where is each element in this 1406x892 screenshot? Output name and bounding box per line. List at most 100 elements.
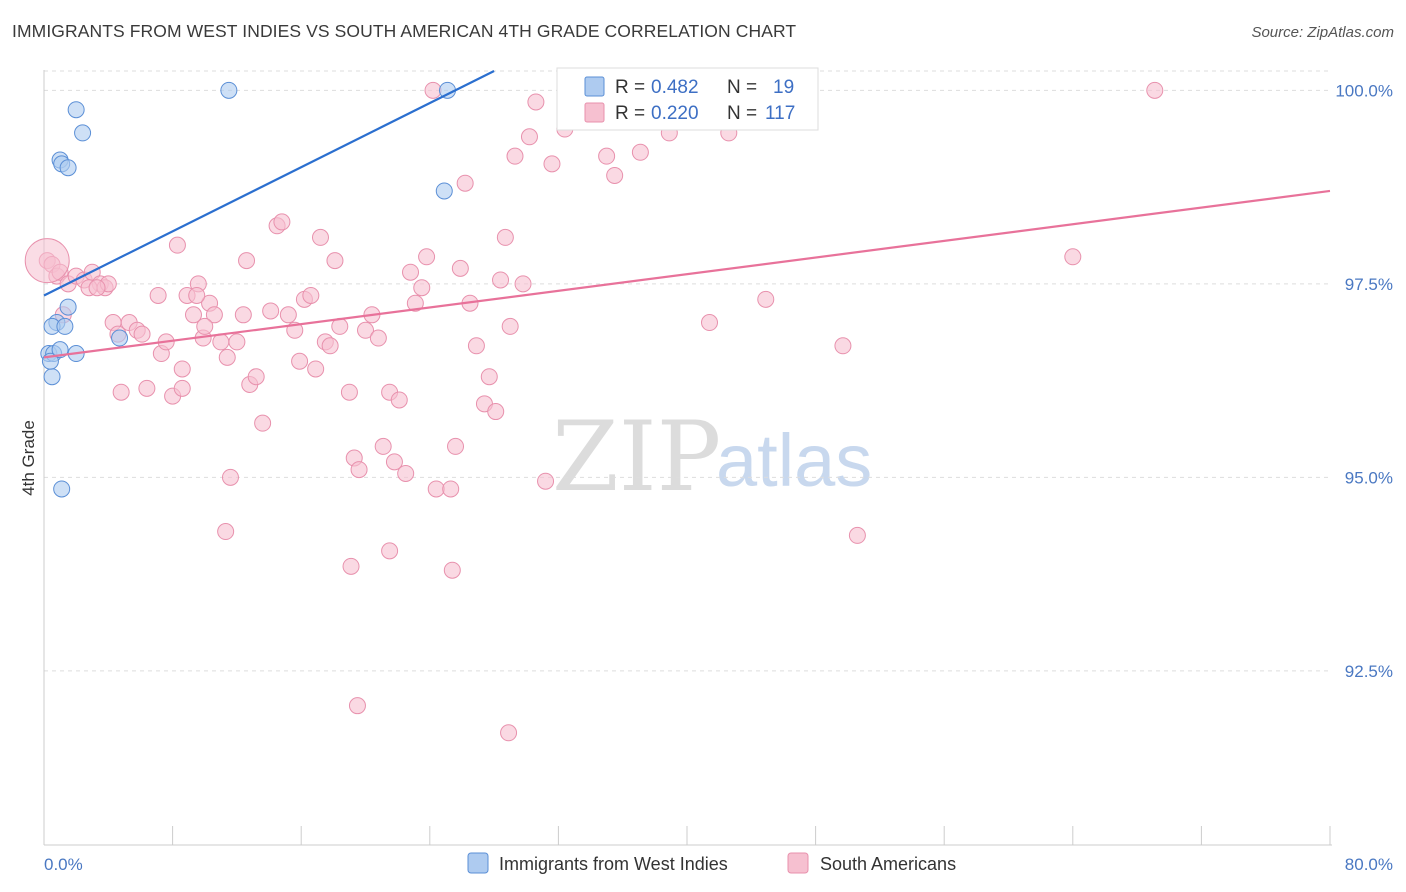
- west-indies-point: [435, 182, 453, 200]
- south-americans-point: [342, 557, 360, 575]
- south-americans-point: [24, 238, 70, 284]
- stats-r-value-pink: 0.220: [651, 103, 699, 124]
- south-americans-point: [447, 437, 465, 455]
- stats-n-label-pink: N =: [727, 103, 757, 124]
- south-americans-point: [326, 252, 344, 270]
- y-tick-label: 97.5%: [1345, 275, 1393, 294]
- south-americans-point: [834, 337, 852, 355]
- south-americans-point: [451, 259, 469, 277]
- south-americans-point: [757, 290, 775, 308]
- south-americans-point: [307, 360, 325, 378]
- stats-legend: R = 0.482 N = 19 R = 0.220 N = 117: [556, 67, 819, 131]
- stats-n-value-pink: 117: [765, 103, 795, 124]
- south-americans-point: [228, 333, 246, 351]
- south-americans-point: [424, 81, 442, 99]
- south-americans-point: [848, 526, 866, 544]
- south-americans-point: [254, 414, 272, 432]
- south-americans-point: [427, 480, 445, 498]
- south-americans-point: [537, 472, 555, 490]
- south-americans-point: [321, 337, 339, 355]
- south-americans-point: [390, 391, 408, 409]
- south-americans-point: [173, 360, 191, 378]
- x-tick-label-max: 80.0%: [1345, 855, 1393, 874]
- south-americans-point: [173, 379, 191, 397]
- y-axis-label: 4th Grade: [19, 420, 38, 496]
- south-americans-point: [133, 325, 151, 343]
- south-americans-point: [413, 279, 431, 297]
- watermark-atlas: atlas: [716, 419, 872, 502]
- south-americans-point: [262, 302, 280, 320]
- south-americans-point: [480, 368, 498, 386]
- south-americans-point: [340, 383, 358, 401]
- south-americans-point: [402, 263, 420, 281]
- south-americans-point: [196, 317, 214, 335]
- south-americans-point: [418, 248, 436, 266]
- south-americans-point: [456, 174, 474, 192]
- south-americans-point: [631, 143, 649, 161]
- west-indies-point: [51, 341, 69, 359]
- west-indies-point: [220, 81, 238, 99]
- west-indies-trendline: [43, 70, 495, 297]
- south-americans-point: [273, 213, 291, 231]
- west-indies-point: [59, 159, 77, 177]
- legend-label-west-indies: Immigrants from West Indies: [499, 854, 728, 874]
- stats-swatch-blue: [584, 76, 605, 97]
- south-americans-point: [234, 306, 252, 324]
- south-americans-point: [217, 523, 235, 541]
- south-americans-point: [397, 464, 415, 482]
- x-tick-label-min: 0.0%: [44, 855, 83, 874]
- south-americans-point: [543, 155, 561, 173]
- stats-r-label-pink: R =: [615, 103, 645, 124]
- south-americans-point: [487, 403, 505, 421]
- axes: [43, 70, 1332, 846]
- south-americans-point: [506, 147, 524, 165]
- y-tick-label: 95.0%: [1345, 468, 1393, 487]
- south-americans-point: [385, 453, 403, 471]
- south-americans-point: [501, 317, 519, 335]
- south-americans-point: [291, 352, 309, 370]
- legend-label-south-americans: South Americans: [820, 854, 956, 874]
- south-americans-point: [247, 368, 265, 386]
- source-credit: Source: ZipAtlas.com: [1251, 24, 1394, 41]
- chart-title: IMMIGRANTS FROM WEST INDIES VS SOUTH AME…: [12, 21, 797, 41]
- south-americans-point: [500, 724, 518, 742]
- west-indies-point: [67, 101, 85, 119]
- south-americans-point: [1064, 248, 1082, 266]
- legend-swatch-south-americans: [787, 852, 809, 874]
- west-indies-points: [40, 81, 456, 498]
- south-americans-point: [218, 348, 236, 366]
- south-americans-point: [205, 306, 223, 324]
- trend-lines: [43, 70, 1331, 359]
- south-americans-point: [238, 252, 256, 270]
- west-indies-point: [53, 480, 71, 498]
- stats-r-label-blue: R =: [615, 77, 645, 98]
- y-tick-label: 100.0%: [1335, 81, 1393, 100]
- south-americans-point: [443, 561, 461, 579]
- south-americans-point: [520, 128, 538, 146]
- south-americans-point: [168, 236, 186, 254]
- south-americans-point: [357, 321, 374, 339]
- south-americans-point: [406, 294, 424, 312]
- south-americans-point: [184, 306, 202, 324]
- south-americans-point: [188, 286, 206, 304]
- west-indies-point: [43, 368, 61, 386]
- series-legend: Immigrants from West Indies South Americ…: [467, 852, 956, 874]
- south-americans-point: [381, 542, 399, 560]
- stats-r-value-blue: 0.482: [651, 77, 699, 98]
- south-americans-point: [348, 697, 366, 715]
- west-indies-point: [111, 329, 129, 347]
- x-axis-ticks: [43, 826, 1331, 845]
- stats-swatch-pink: [584, 102, 605, 123]
- stats-n-value-blue: 19: [773, 77, 794, 98]
- south-americans-point: [350, 461, 368, 479]
- south-americans-point: [606, 166, 624, 184]
- west-indies-point: [56, 317, 74, 335]
- west-indies-point: [74, 124, 92, 142]
- south-americans-point: [514, 275, 532, 293]
- south-americans-point: [112, 383, 130, 401]
- watermark-zip: ZIP: [552, 401, 721, 513]
- watermark: ZIP atlas: [552, 401, 872, 513]
- y-axis-tick-labels: 92.5% 95.0% 97.5% 100.0%: [1335, 81, 1393, 680]
- south-americans-point: [598, 147, 616, 165]
- south-americans-point: [527, 93, 545, 111]
